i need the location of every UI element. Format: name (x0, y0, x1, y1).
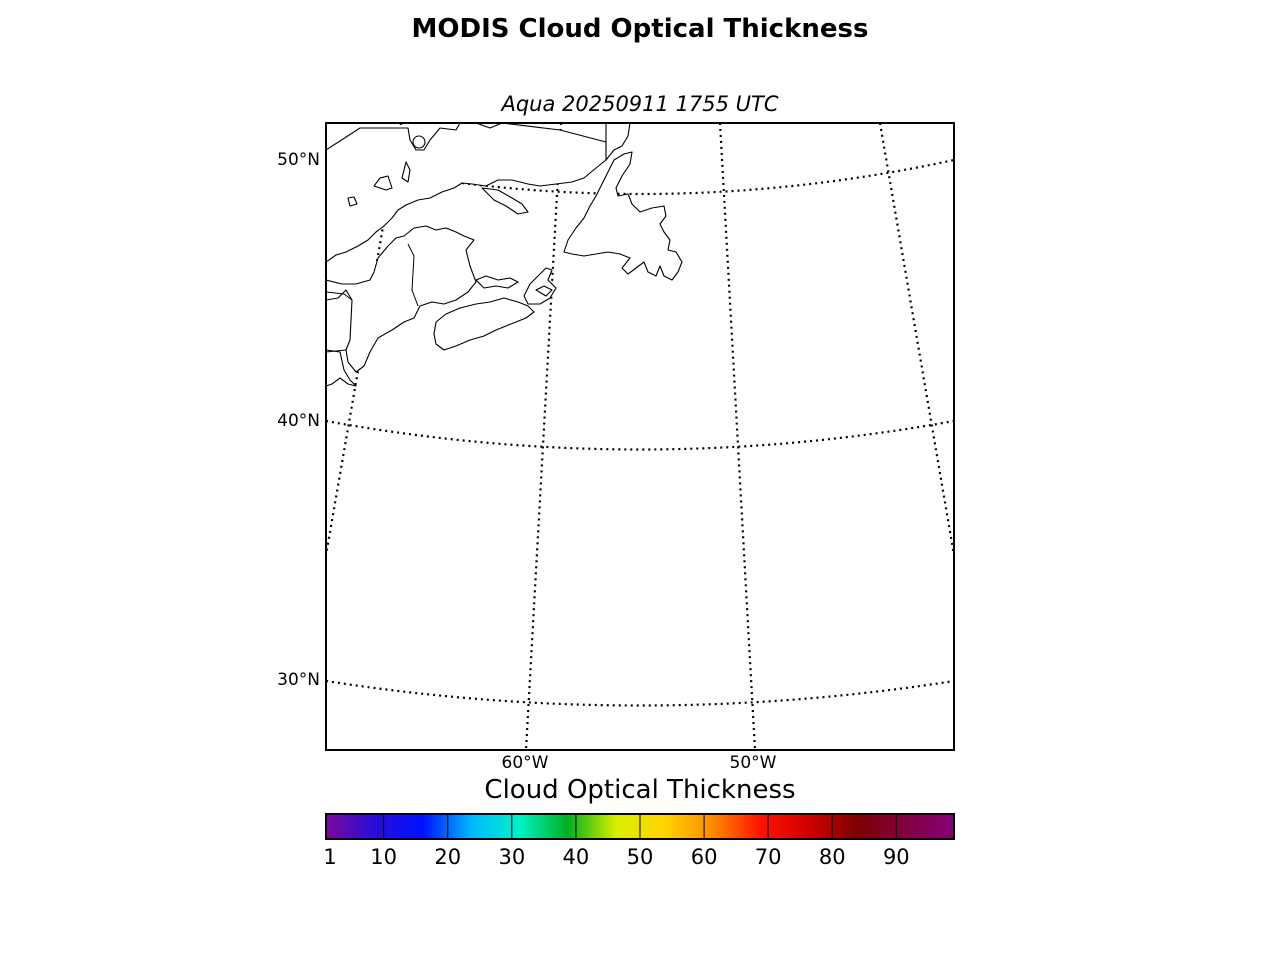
figure-title: MODIS Cloud Optical Thickness (411, 14, 869, 44)
coastline-labrador (605, 123, 631, 161)
colorbar (325, 813, 955, 840)
lat-label-40n: 40°N (277, 411, 320, 431)
colorbar-tick-label: 40 (562, 845, 590, 869)
colorbar-title: Cloud Optical Thickness (484, 775, 796, 805)
coastline-anticosti (481, 187, 529, 215)
coastline-lake-manicouagan (412, 135, 426, 149)
lon-label-50w: 50°W (729, 753, 777, 773)
colorbar-tick-label: 90 (882, 845, 910, 869)
colorbar-tick-label: 20 (434, 845, 462, 869)
coastline-newfoundland (563, 151, 683, 281)
lat-label-30n: 30°N (277, 670, 320, 690)
boundary-maine (326, 349, 347, 353)
boundary-us-canada (326, 291, 353, 301)
colorbar-tick-label: 10 (370, 845, 398, 869)
colorbar-tick-label: 30 (498, 845, 526, 869)
coastline-inlet (373, 175, 393, 191)
lon-label-60w: 60°W (501, 753, 549, 773)
colorbar-ticks (383, 814, 897, 839)
parallel-40n (326, 419, 954, 451)
coastline-quebec-north-shore (326, 123, 607, 263)
colorbar-tick-label: 80 (818, 845, 846, 869)
coastline-nova-scotia (433, 297, 535, 351)
coastline-inlet-2 (401, 161, 411, 183)
lat-label-50n: 50°N (277, 150, 320, 170)
colorbar-tick-label: 60 (690, 845, 718, 869)
coastline-gaspe-new-brunswick (326, 225, 477, 373)
coastline-lake (347, 196, 358, 207)
coastline-maine (326, 349, 357, 387)
meridian-60w (524, 123, 563, 750)
map-frame (325, 122, 955, 751)
parallel-30n (326, 679, 954, 707)
map-content (326, 123, 954, 750)
colorbar-tick-label: 50 (626, 845, 654, 869)
coastline-cape-breton (523, 267, 557, 305)
map-subtitle: Aqua 20250911 1755 UTC (501, 92, 779, 116)
colorbar-tick-label: 70 (754, 845, 782, 869)
political-boundaries (326, 142, 607, 353)
boundary-quebec-new-brunswick (407, 243, 419, 307)
coastline-prince-edward-island (475, 275, 519, 289)
meridian-40w (878, 123, 954, 556)
coastlines (326, 123, 683, 387)
colorbar-tick-label: 1 (323, 845, 337, 869)
coastline-magdalen-islands (535, 285, 553, 297)
meridian-50w (718, 123, 757, 750)
